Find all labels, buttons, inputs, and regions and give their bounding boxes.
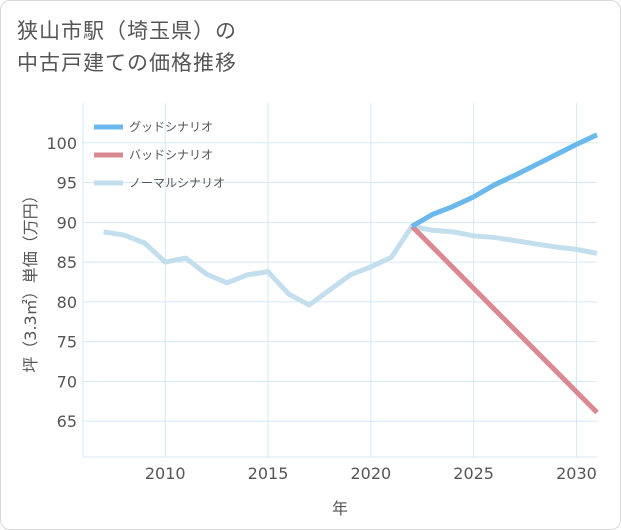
series-line-2 <box>103 223 598 308</box>
x-tick-label: 2010 <box>145 464 186 483</box>
title-line-1: 狭山市駅（埼玉県）の <box>17 19 237 43</box>
axes <box>82 103 597 458</box>
y-tick-label: 80 <box>57 293 77 312</box>
y-tick-label: 70 <box>57 372 77 391</box>
title-line-2: 中古戸建ての価格推移 <box>17 51 237 75</box>
y-tick-label: 100 <box>46 134 77 153</box>
series-lines <box>103 132 599 415</box>
y-axis-label: 坪（3.3㎡）単価（万円） <box>21 187 40 372</box>
legend-label: ノーマルシナリオ <box>129 176 225 190</box>
chart-title: 狭山市駅（埼玉県）の 中古戸建ての価格推移 <box>17 15 237 79</box>
y-tick-label: 75 <box>57 333 77 352</box>
y-tick-label: 85 <box>57 253 77 272</box>
x-axis-label: 年 <box>332 499 348 518</box>
x-tick-label: 2030 <box>556 464 597 483</box>
grid-lines <box>83 103 597 457</box>
legend-label: バッドシナリオ <box>129 148 213 162</box>
x-tick-label: 2025 <box>453 464 494 483</box>
y-tick-label: 65 <box>57 412 77 431</box>
series-line-1 <box>410 224 599 415</box>
series-line-0 <box>410 132 599 229</box>
y-tick-label: 90 <box>57 213 77 232</box>
x-tick-label: 2020 <box>350 464 391 483</box>
x-tick-label: 2015 <box>248 464 289 483</box>
tick-labels: 65 70 75 80 85 90 95 100 2010 2015 2020 2025 2030 <box>46 134 596 483</box>
legend-label: グッドシナリオ <box>129 120 213 134</box>
y-tick-label: 95 <box>57 174 77 193</box>
